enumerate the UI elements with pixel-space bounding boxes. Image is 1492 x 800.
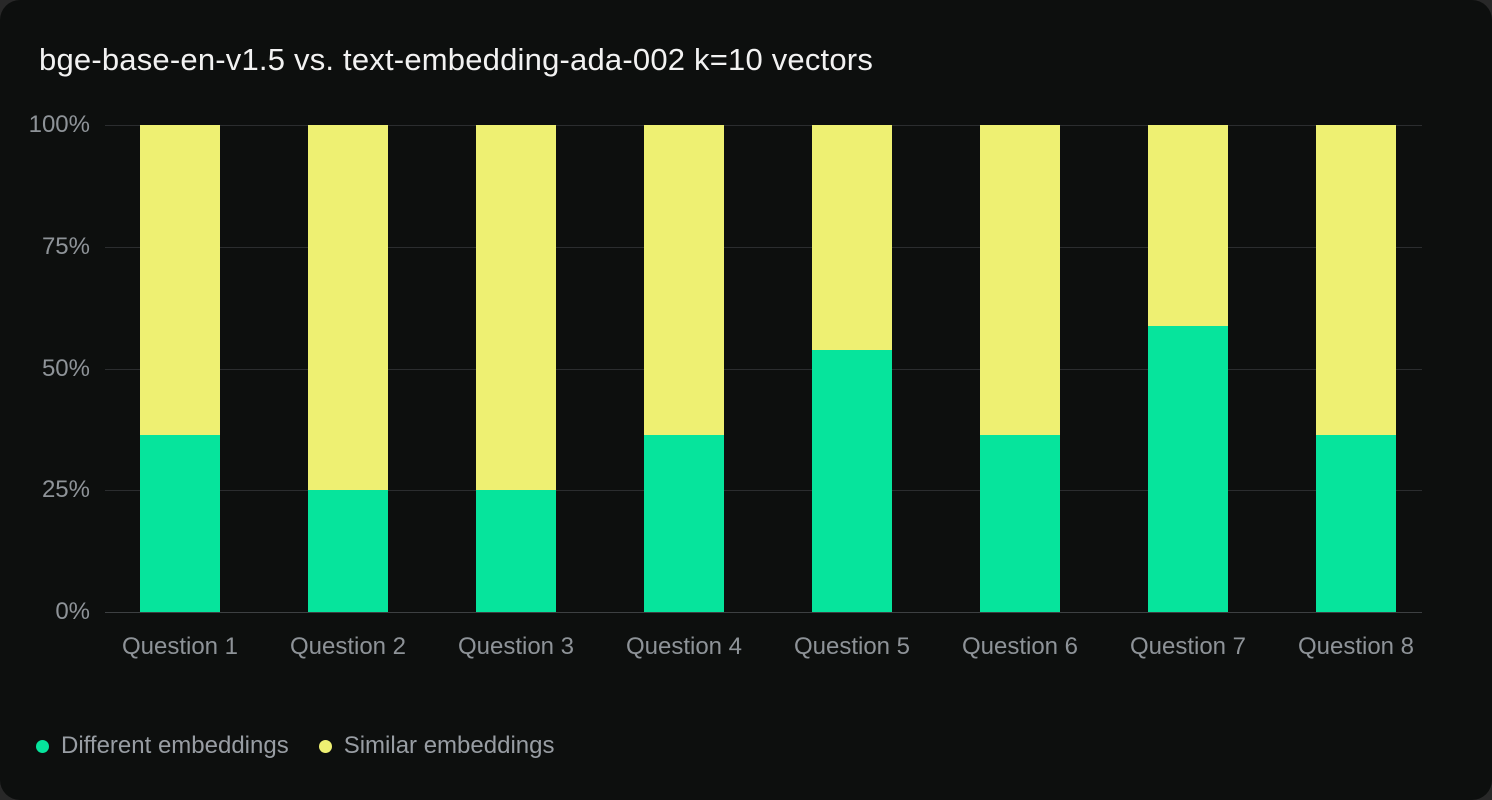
x-axis-category-label-question-2: Question 2 bbox=[289, 633, 407, 660]
legend: Different embeddings Similar embeddings bbox=[36, 732, 554, 760]
legend-label: Different embeddings bbox=[61, 732, 289, 759]
bar-slot-question-8: Question 8 bbox=[1272, 125, 1440, 660]
gridline-50 bbox=[105, 368, 1422, 370]
bar-segment-similar-embeddings-question-1[interactable] bbox=[140, 125, 220, 436]
bar-slot-question-2: Question 2 bbox=[264, 125, 432, 660]
x-axis-category-label-question-1: Question 1 bbox=[121, 633, 239, 660]
bar-slot-question-5: Question 5 bbox=[768, 125, 936, 660]
stacked-bar-question-3[interactable] bbox=[476, 125, 556, 612]
bar-segment-similar-embeddings-question-4[interactable] bbox=[644, 125, 724, 436]
bar-slot-question-3: Question 3 bbox=[432, 125, 600, 660]
x-axis-category-label-question-4: Question 4 bbox=[625, 633, 743, 660]
legend-item-different-embeddings[interactable]: Different embeddings bbox=[36, 732, 289, 760]
x-axis-category-label-question-7: Question 7 bbox=[1129, 633, 1247, 660]
bar-segment-similar-embeddings-question-2[interactable] bbox=[308, 125, 388, 491]
x-axis-category-label-question-6: Question 6 bbox=[961, 633, 1079, 660]
stacked-bar-question-8[interactable] bbox=[1316, 125, 1396, 612]
stacked-bar-question-6[interactable] bbox=[980, 125, 1060, 612]
bar-segment-different-embeddings-question-7[interactable] bbox=[1148, 325, 1228, 612]
x-axis-category-label-question-5: Question 5 bbox=[793, 633, 911, 660]
bar-segment-different-embeddings-question-5[interactable] bbox=[812, 349, 892, 612]
bar-slot-question-7: Question 7 bbox=[1104, 125, 1272, 660]
bar-segment-similar-embeddings-question-5[interactable] bbox=[812, 125, 892, 350]
stacked-bar-question-5[interactable] bbox=[812, 125, 892, 612]
x-axis-category-label-question-3: Question 3 bbox=[457, 633, 575, 660]
bar-slot-question-4: Question 4 bbox=[600, 125, 768, 660]
stacked-bar-question-4[interactable] bbox=[644, 125, 724, 612]
bar-segment-different-embeddings-question-4[interactable] bbox=[644, 435, 724, 612]
legend-dot-icon bbox=[318, 739, 332, 753]
gridline-100 bbox=[105, 125, 1422, 126]
bar-segment-similar-embeddings-question-8[interactable] bbox=[1316, 125, 1396, 436]
bar-segment-similar-embeddings-question-6[interactable] bbox=[980, 125, 1060, 436]
bar-slot-question-1: Question 1 bbox=[96, 125, 264, 660]
y-axis-tick-label-100: 100% bbox=[28, 111, 90, 138]
chart-title: bge-base-en-v1.5 vs. text-embedding-ada-… bbox=[39, 42, 874, 77]
gridline-25 bbox=[105, 490, 1422, 492]
bar-segment-different-embeddings-question-6[interactable] bbox=[980, 435, 1060, 612]
x-axis-baseline bbox=[105, 612, 1422, 613]
gridline-75 bbox=[105, 246, 1422, 248]
bar-segment-different-embeddings-question-3[interactable] bbox=[476, 490, 556, 612]
bar-segment-similar-embeddings-question-7[interactable] bbox=[1148, 125, 1228, 326]
y-axis-tick-label-25: 25% bbox=[41, 476, 90, 504]
stacked-bar-question-7[interactable] bbox=[1148, 125, 1228, 612]
bar-segment-similar-embeddings-question-3[interactable] bbox=[476, 125, 556, 491]
bar-segment-different-embeddings-question-2[interactable] bbox=[308, 490, 388, 612]
stacked-bar-question-2[interactable] bbox=[308, 125, 388, 612]
legend-dot-icon bbox=[36, 739, 49, 753]
y-axis-tick-label-50: 50% bbox=[41, 354, 90, 382]
bar-segment-different-embeddings-question-8[interactable] bbox=[1316, 435, 1396, 612]
y-axis-tick-label-0: 0% bbox=[55, 598, 90, 625]
bar-segment-different-embeddings-question-1[interactable] bbox=[140, 435, 220, 612]
plot-area: 0% 25% 50% 75% 100% Question 1 Question 2 Ques… bbox=[0, 111, 1492, 660]
y-axis-tick-label-75: 75% bbox=[41, 232, 90, 260]
legend-item-similar-embeddings[interactable]: Similar embeddings bbox=[318, 732, 555, 760]
bar-slot-question-6: Question 6 bbox=[936, 125, 1104, 660]
legend-label: Similar embeddings bbox=[343, 732, 555, 759]
stacked-bar-question-1[interactable] bbox=[140, 125, 220, 612]
bars-container: Question 1 Question 2 Question 3 Question 4… bbox=[96, 125, 1440, 660]
x-axis-category-label-question-8: Question 8 bbox=[1297, 633, 1415, 660]
